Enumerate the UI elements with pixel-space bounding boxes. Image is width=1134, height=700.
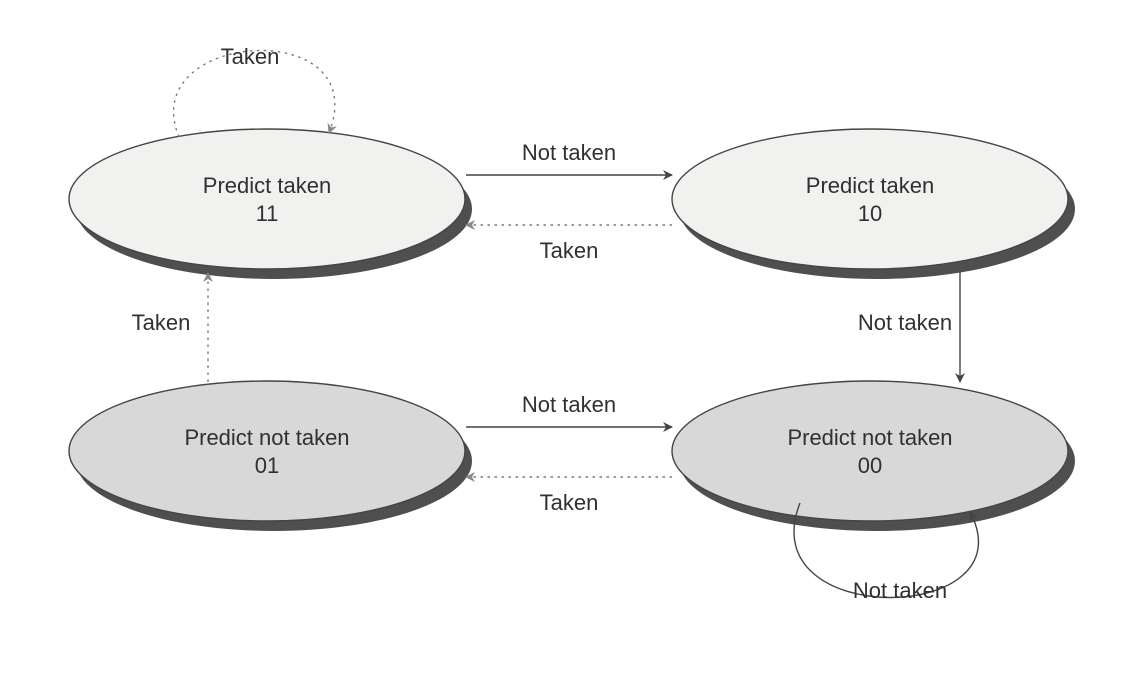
state-s10: Predict taken 10 xyxy=(672,129,1075,279)
state-code: 11 xyxy=(256,201,279,226)
edge-label: Not taken xyxy=(853,578,947,603)
state-label: Predict taken xyxy=(806,173,934,198)
edge-e_10_11: Taken xyxy=(466,225,672,263)
state-label: Predict not taken xyxy=(787,425,952,450)
edge-label: Not taken xyxy=(858,310,952,335)
edge-e_10_00: Not taken xyxy=(858,270,960,382)
state-code: 01 xyxy=(255,453,279,478)
edge-label: Taken xyxy=(540,238,599,263)
state-code: 10 xyxy=(858,201,882,226)
edge-e_01_11: Taken xyxy=(132,273,208,382)
edge-e_00_01: Taken xyxy=(466,477,672,515)
edge-label: Taken xyxy=(132,310,191,335)
state-label: Predict taken xyxy=(203,173,331,198)
edge-e_01_00: Not taken xyxy=(466,392,672,427)
edge-e_11_self: Taken xyxy=(174,44,335,137)
edge-label: Not taken xyxy=(522,392,616,417)
edge-e_11_10: Not taken xyxy=(466,140,672,175)
state-diagram: Predict taken 11 Predict taken 10 Predict no… xyxy=(0,0,1134,700)
state-s00: Predict not taken 00 xyxy=(672,381,1075,531)
state-s11: Predict taken 11 xyxy=(69,129,472,279)
edge-label: Taken xyxy=(540,490,599,515)
state-label: Predict not taken xyxy=(184,425,349,450)
edge-label: Taken xyxy=(221,44,280,69)
edge-label: Not taken xyxy=(522,140,616,165)
state-code: 00 xyxy=(858,453,882,478)
state-s01: Predict not taken 01 xyxy=(69,381,472,531)
